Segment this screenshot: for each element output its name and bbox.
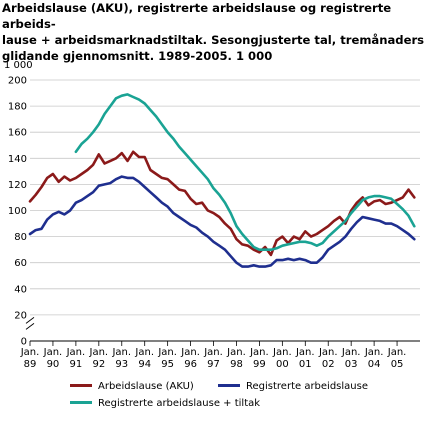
y-tick-label: 100 [8,206,27,217]
chart-title-line-3: glidande gjennomsnitt. 1989-2005. 1 000 [2,49,273,63]
y-tick-label: 60 [14,258,27,269]
x-tick-label-top: Jan. [226,347,246,358]
x-tick-label-top: Jan. [249,347,269,358]
x-tick-label-bottom: 89 [24,359,37,370]
y-unit-label: 1 000 [4,60,33,71]
x-tick-label-bottom: 99 [253,359,266,370]
series-line-3 [74,93,416,251]
y-tick-label: 160 [8,128,27,139]
series-line-2 [28,175,416,268]
y-tick-label: 40 [14,284,27,295]
x-tick-label-top: Jan. [157,347,177,358]
x-tick-label-bottom: 95 [161,359,174,370]
x-tick-label-bottom: 02 [322,359,335,370]
x-tick-label-bottom: 91 [70,359,83,370]
x-tick-label-top: Jan. [318,347,338,358]
y-tick-label: 180 [8,102,27,113]
x-axis-ticks: Jan.89Jan.90Jan.91Jan.92Jan.93Jan.94Jan.… [20,341,407,370]
x-tick-label-bottom: 96 [184,359,197,370]
x-tick-label-top: Jan. [134,347,154,358]
axis-break-mark [25,322,35,330]
y-tick-label: 140 [8,154,27,165]
chart-title-line-2: lause + arbeidsmarknadstiltak. Sesongjus… [2,33,425,47]
x-tick-label-top: Jan. [20,347,40,358]
x-tick-label-bottom: 00 [276,359,289,370]
x-tick-label-bottom: 98 [230,359,243,370]
y-tick-label: 200 [8,76,27,87]
x-tick-label-bottom: 94 [138,359,151,370]
x-tick-label-top: Jan. [111,347,131,358]
x-tick-label-top: Jan. [295,347,315,358]
series-lines [28,93,416,268]
y-tick-label: 20 [14,310,27,321]
x-tick-label-bottom: 97 [207,359,220,370]
x-tick-label-top: Jan. [43,347,63,358]
x-tick-label-top: Jan. [203,347,223,358]
y-tick-label: 80 [14,232,27,243]
chart-title: Arbeidslause (AKU), registrerte arbeidsl… [2,0,426,64]
legend: Arbeidslause (AKU) Registrerte arbeidslau… [70,381,368,409]
x-tick-label-bottom: 90 [47,359,60,370]
axis-break-gap [26,319,34,330]
x-tick-label-top: Jan. [387,347,407,358]
axis-break-mark [25,316,35,324]
y-tick-label: 0 [21,337,27,348]
x-tick-label-bottom: 92 [92,359,105,370]
series-line-1 [28,150,416,257]
x-tick-label-bottom: 01 [299,359,312,370]
x-tick-label-bottom: 03 [345,359,358,370]
x-tick-label-top: Jan. [89,347,109,358]
y-axis-break [25,316,35,330]
x-tick-label-top: Jan. [364,347,384,358]
x-tick-label-bottom: 93 [115,359,128,370]
legend-label: Registrerte arbeidslause + tiltak [98,398,260,409]
grid-lines [30,79,420,342]
legend-label: Arbeidslause (AKU) [98,381,194,392]
x-tick-label-top: Jan. [272,347,292,358]
x-tick-label-top: Jan. [180,347,200,358]
y-axis-ticks: 0 20 40 60 80 100 120 140 160 180 200 [8,76,27,348]
x-tick-label-top: Jan. [341,347,361,358]
x-tick-label-bottom: 04 [368,359,381,370]
legend-label: Registrerte arbeidslause [246,381,368,392]
y-tick-label: 120 [8,180,27,191]
x-tick-label-bottom: 05 [391,359,404,370]
x-tick-label-top: Jan. [66,347,86,358]
chart-title-line-1: Arbeidslause (AKU), registrerte arbeidsl… [2,1,392,31]
